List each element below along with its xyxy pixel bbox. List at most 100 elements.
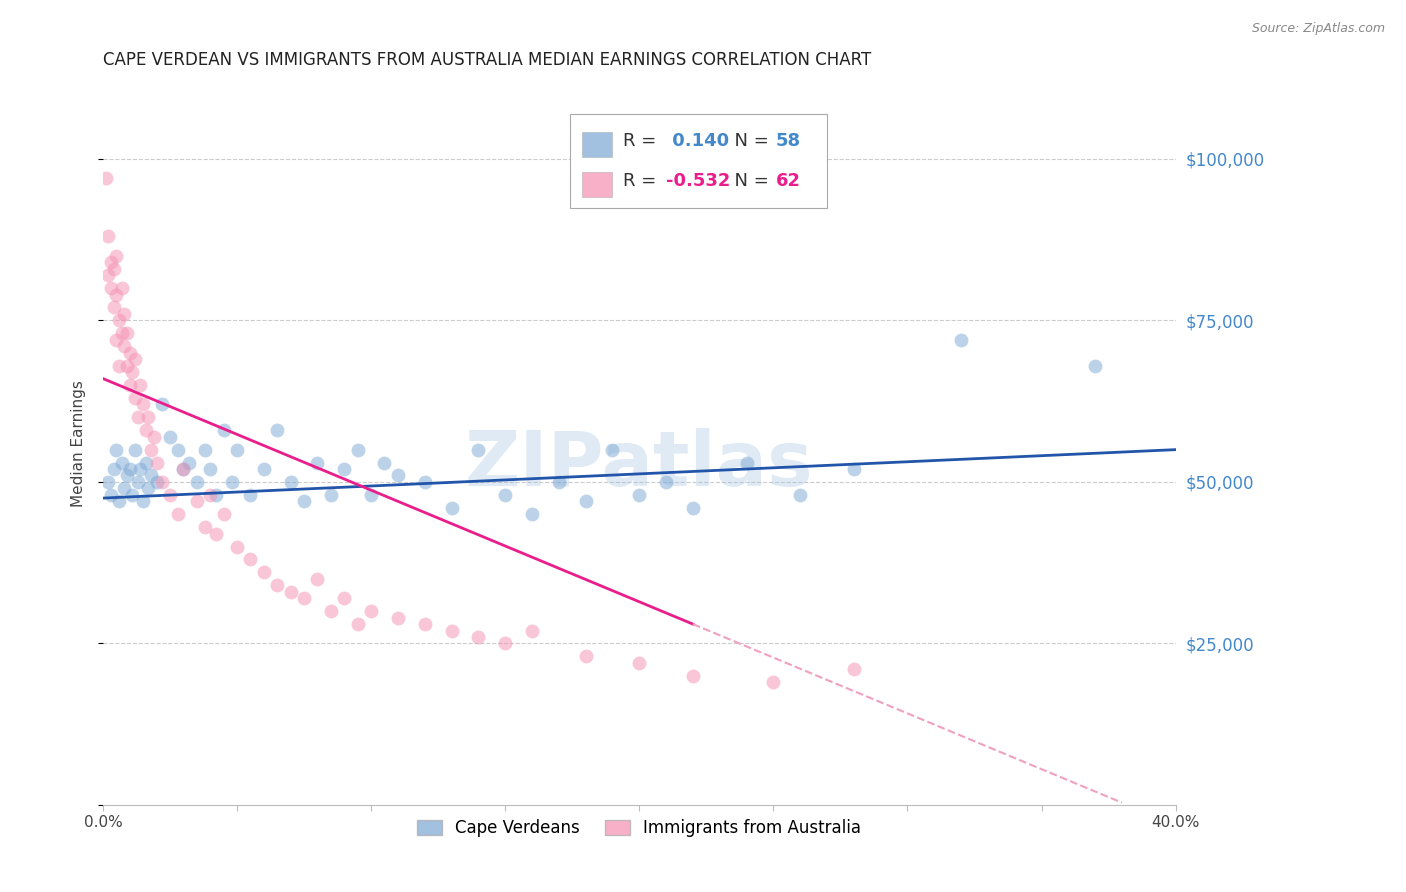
Point <box>105 333 128 347</box>
Point <box>373 456 395 470</box>
Point <box>97 268 120 283</box>
Point <box>112 339 135 353</box>
Point <box>221 475 243 489</box>
Point <box>142 430 165 444</box>
Point <box>167 508 190 522</box>
Text: Source: ZipAtlas.com: Source: ZipAtlas.com <box>1251 22 1385 36</box>
Point <box>124 442 146 457</box>
Point <box>360 488 382 502</box>
Point <box>204 526 226 541</box>
Text: 62: 62 <box>776 172 800 190</box>
Point <box>112 482 135 496</box>
Point <box>97 475 120 489</box>
Point <box>602 442 624 457</box>
Point <box>239 552 262 566</box>
Point <box>494 488 516 502</box>
Point <box>319 604 342 618</box>
Point <box>150 475 173 489</box>
Point <box>440 500 463 515</box>
Text: R =: R = <box>623 132 662 151</box>
Point <box>266 578 288 592</box>
Point <box>494 636 516 650</box>
Text: N =: N = <box>723 172 775 190</box>
Point <box>167 442 190 457</box>
Point <box>100 255 122 269</box>
Point <box>124 391 146 405</box>
Point <box>226 442 249 457</box>
Point <box>789 488 811 502</box>
Point <box>141 468 163 483</box>
Text: ZIPatlas: ZIPatlas <box>465 428 814 502</box>
Text: -0.532: -0.532 <box>666 172 731 190</box>
Point <box>440 624 463 638</box>
Point <box>118 345 141 359</box>
Point <box>292 591 315 606</box>
Point <box>141 442 163 457</box>
Point <box>172 462 194 476</box>
FancyBboxPatch shape <box>582 132 613 157</box>
Point <box>842 462 865 476</box>
Point <box>129 462 152 476</box>
Point <box>547 475 569 489</box>
Point <box>682 669 704 683</box>
Point <box>112 307 135 321</box>
Point <box>111 326 134 341</box>
Point <box>346 442 368 457</box>
Point <box>105 442 128 457</box>
Point <box>118 462 141 476</box>
Point <box>387 468 409 483</box>
Point <box>628 488 651 502</box>
Point <box>105 249 128 263</box>
Point <box>100 488 122 502</box>
Point <box>103 261 125 276</box>
Point <box>520 508 543 522</box>
Point <box>127 410 149 425</box>
Point <box>194 520 217 534</box>
Point <box>138 410 160 425</box>
Point <box>103 301 125 315</box>
Point <box>118 378 141 392</box>
Point <box>950 333 973 347</box>
Point <box>360 604 382 618</box>
Point <box>655 475 678 489</box>
Point <box>115 359 138 373</box>
FancyBboxPatch shape <box>569 114 827 208</box>
Point <box>159 430 181 444</box>
Legend: Cape Verdeans, Immigrants from Australia: Cape Verdeans, Immigrants from Australia <box>411 813 868 844</box>
Point <box>204 488 226 502</box>
Point <box>346 617 368 632</box>
Point <box>198 488 221 502</box>
Point <box>307 456 329 470</box>
Point <box>100 281 122 295</box>
Point <box>413 617 436 632</box>
Point <box>145 456 167 470</box>
Point <box>132 494 155 508</box>
Point <box>253 566 276 580</box>
Point <box>159 488 181 502</box>
Point <box>121 365 143 379</box>
Point <box>520 624 543 638</box>
Point <box>97 229 120 244</box>
Point <box>135 423 157 437</box>
Point <box>735 456 758 470</box>
Point <box>628 656 651 670</box>
Text: R =: R = <box>623 172 662 190</box>
Point <box>129 378 152 392</box>
Point <box>111 281 134 295</box>
Point <box>575 649 598 664</box>
Point <box>266 423 288 437</box>
Point <box>280 584 302 599</box>
Point <box>186 475 208 489</box>
Point <box>127 475 149 489</box>
Point <box>145 475 167 489</box>
Point <box>172 462 194 476</box>
Point <box>307 572 329 586</box>
Point <box>762 675 785 690</box>
FancyBboxPatch shape <box>582 172 613 197</box>
Point <box>138 482 160 496</box>
Point <box>319 488 342 502</box>
Point <box>94 171 117 186</box>
Text: N =: N = <box>723 132 775 151</box>
Point <box>124 352 146 367</box>
Point <box>198 462 221 476</box>
